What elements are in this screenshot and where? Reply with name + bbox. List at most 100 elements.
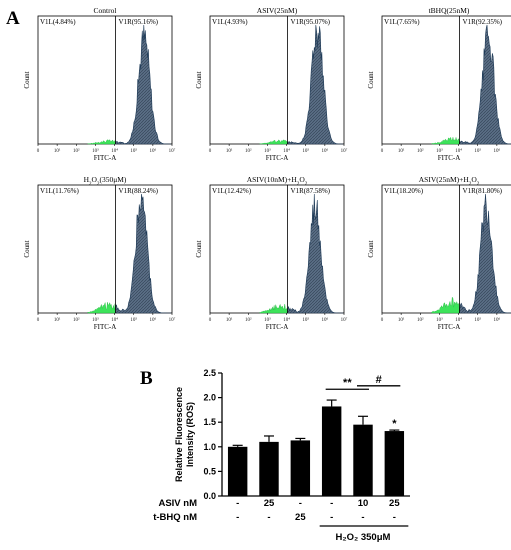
bar-chart-panel: 0.0 0.5 1.0 1.5 2.0 2.5 Relative Fluorescence I… [153,368,410,543]
x-tick-label: 10⁷ [169,148,176,154]
panel-a-label: A [6,8,20,29]
gate-right-label: V1R(87.58%) [291,187,331,195]
histogram-blue-region [115,24,172,145]
condition-value: - [236,512,239,523]
title-part: 2 [89,182,92,187]
x-tick-label: 10² [417,148,424,154]
x-tick-label: 0 [381,318,384,323]
x-tick-label: 10⁴ [283,148,290,154]
x-tick-label: 10⁵ [302,148,309,154]
condition-value: - [393,512,396,523]
condition-value: - [361,512,364,523]
x-tick-label: 10² [245,148,252,154]
group-label: H₂O₂ 350μM [336,532,391,543]
y-tick-label: 0.0 [203,491,216,501]
x-tick-label: 10⁶ [493,317,500,323]
condition-value: 25 [389,498,400,509]
histogram-panel: V1L(4.93%) V1R(95.07%) ASIV(25nM) 0 10¹ 10² 10… [195,6,348,162]
x-tick-label: 10¹ [54,317,61,323]
title-part: O [299,175,305,184]
x-tick-label: 10⁶ [321,317,328,323]
histogram-green-region [259,303,288,314]
x-tick-label: 10⁴ [283,317,290,323]
title-part: (350μM) [99,175,126,184]
title-part: ASIV(25nM)+H [419,175,470,184]
title-part: H [84,175,90,184]
histogram-title: ASIV(25nM)+H2O2 [419,175,480,187]
x-tick-label: 10¹ [226,317,233,323]
x-axis-label: FITC-A [94,323,117,331]
flow-histogram-panels: V1L(4.84%) V1R(95.16%)Control 0 10¹ 10² 10³ 10… [23,6,511,331]
x-tick-label: 10³ [92,148,99,154]
x-axis-label: FITC-A [438,154,461,162]
x-axis-label: FITC-A [266,154,289,162]
x-tick-label: 10⁵ [130,317,137,323]
x-tick-label: 10⁷ [169,317,176,323]
histogram-panel: V1L(7.65%) V1R(92.35%) tBHQ(25nM) 0 10¹ 10² 10… [367,6,511,162]
histogram-title: ASIV(25nM) [257,6,298,15]
condition-value: - [299,498,302,509]
histogram-green-region [87,301,116,314]
title-part: 2 [97,182,100,187]
histogram-green-region [431,136,460,145]
condition-value: 10 [358,498,369,509]
x-tick-label: 0 [37,149,40,154]
gate-left-label: V1L(12.42%) [212,187,252,195]
title-part: ASIV(10nM)+H [247,175,298,184]
y-tick-label: 0.5 [203,466,216,476]
x-axis-label: FITC-A [438,323,461,331]
condition-value: - [330,512,333,523]
histogram-blue-region [115,193,172,314]
bar [353,424,373,496]
y-tick-label: 1.0 [203,442,216,452]
gate-right-label: V1R(95.16%) [119,18,159,26]
histogram-panel: V1L(11.76%) V1R(88.24%)H2O2(350μM)0 10¹ 10²… [23,175,176,331]
gate-left-label: V1L(4.84%) [40,18,76,26]
y-axis-label: Count [367,71,375,88]
x-tick-label: 10⁶ [149,317,156,323]
title-part: 2 [305,182,308,187]
y-axis-label: Intensity (ROS) [185,402,195,467]
x-axis-label: FITC-A [94,154,117,162]
condition-value: 25 [295,512,306,523]
x-tick-label: 10³ [92,317,99,323]
y-axis-label: Count [367,240,375,257]
gate-right-label: V1R(95.07%) [291,18,331,26]
gate-right-label: V1R(81.80%) [463,187,503,195]
histogram-green-region [259,139,288,145]
x-tick-label: 10¹ [54,148,61,154]
x-tick-label: 10⁴ [111,317,118,323]
y-tick-label: 2.0 [203,393,216,403]
x-tick-label: 0 [37,318,40,323]
x-tick-label: 10⁶ [149,148,156,154]
condition-value: - [330,498,333,509]
gate-left-label: V1L(18.20%) [384,187,424,195]
y-axis-label: Relative Fluorescence [174,387,184,482]
histogram-title: tBHQ(25nM) [429,6,470,15]
histogram-blue-region [287,24,344,145]
title-part: 2 [477,182,480,187]
gate-left-label: V1L(4.93%) [212,18,248,26]
histogram-blue-region [287,193,344,314]
y-axis-label: Count [23,71,31,88]
histogram-green-region [87,139,116,145]
x-tick-label: 10⁶ [493,148,500,154]
x-tick-label: 10⁷ [341,148,348,154]
gate-left-label: V1L(7.65%) [384,18,420,26]
x-tick-label: 10² [417,317,424,323]
y-tick-label: 1.5 [203,417,216,427]
x-tick-label: 0 [209,318,212,323]
condition-value: - [236,498,239,509]
significance-marker: * [392,418,397,430]
x-tick-label: 10⁴ [455,148,462,154]
gate-right-label: V1R(92.35%) [463,18,503,26]
x-tick-label: 10¹ [398,317,405,323]
x-tick-label: 10⁵ [130,148,137,154]
histogram-panel: V1L(4.84%) V1R(95.16%)Control 0 10¹ 10² 10³ 10… [23,6,176,162]
title-part: O [471,175,477,184]
x-tick-label: 10² [245,317,252,323]
x-tick-label: 10⁵ [474,317,481,323]
